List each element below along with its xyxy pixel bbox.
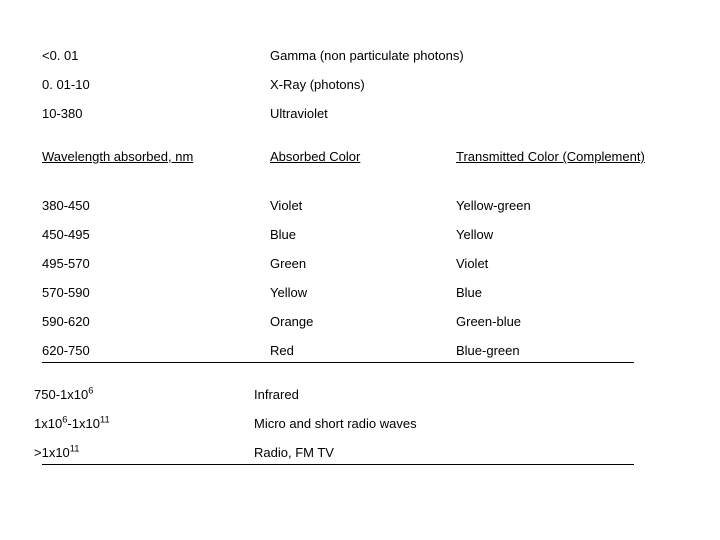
wavelength-range: 0. 01-10 bbox=[42, 77, 270, 92]
absorbed-color: Orange bbox=[270, 314, 456, 329]
divider-line bbox=[42, 464, 634, 465]
transmitted-color: Green-blue bbox=[456, 314, 678, 329]
absorbed-color: Green bbox=[270, 256, 456, 271]
absorbed-color: Violet bbox=[270, 198, 456, 213]
em-type: Micro and short radio waves bbox=[254, 416, 678, 431]
wavelength-range: >1x1011 bbox=[34, 445, 262, 460]
em-row: 750-1x106 Infrared bbox=[42, 387, 678, 402]
em-row: <0. 01 Gamma (non particulate photons) bbox=[42, 48, 678, 63]
wavelength-range: 620-750 bbox=[42, 343, 270, 358]
wavelength-range: <0. 01 bbox=[42, 48, 270, 63]
table-page: <0. 01 Gamma (non particulate photons) 0… bbox=[0, 0, 720, 465]
divider-line bbox=[42, 362, 634, 363]
wavelength-range: 750-1x106 bbox=[34, 387, 262, 402]
header-row: Wavelength absorbed, nm Absorbed Color T… bbox=[42, 149, 678, 164]
em-type: Infrared bbox=[254, 387, 678, 402]
em-type: Radio, FM TV bbox=[254, 445, 678, 460]
transmitted-color: Yellow bbox=[456, 227, 678, 242]
transmitted-color: Blue-green bbox=[456, 343, 678, 358]
color-row: 495-570 Green Violet bbox=[42, 256, 678, 271]
color-row: 570-590 Yellow Blue bbox=[42, 285, 678, 300]
color-row: 590-620 Orange Green-blue bbox=[42, 314, 678, 329]
em-type: Gamma (non particulate photons) bbox=[270, 48, 678, 63]
absorbed-color: Blue bbox=[270, 227, 456, 242]
wavelength-range: 495-570 bbox=[42, 256, 270, 271]
em-row: >1x1011 Radio, FM TV bbox=[42, 445, 678, 460]
em-row: 10-380 Ultraviolet bbox=[42, 106, 678, 121]
transmitted-color: Blue bbox=[456, 285, 678, 300]
wavelength-range: 1x106-1x1011 bbox=[34, 416, 262, 431]
color-row: 450-495 Blue Yellow bbox=[42, 227, 678, 242]
em-row: 1x106-1x1011 Micro and short radio waves bbox=[42, 416, 678, 431]
transmitted-color: Violet bbox=[456, 256, 678, 271]
color-row: 620-750 Red Blue-green bbox=[42, 343, 678, 358]
absorbed-color: Red bbox=[270, 343, 456, 358]
absorbed-color: Yellow bbox=[270, 285, 456, 300]
wavelength-range: 570-590 bbox=[42, 285, 270, 300]
header-transmitted: Transmitted Color (Complement) bbox=[456, 149, 678, 164]
em-row: 0. 01-10 X-Ray (photons) bbox=[42, 77, 678, 92]
transmitted-color: Yellow-green bbox=[456, 198, 678, 213]
wavelength-range: 380-450 bbox=[42, 198, 270, 213]
header-absorbed: Absorbed Color bbox=[270, 149, 456, 164]
header-wavelength: Wavelength absorbed, nm bbox=[42, 149, 270, 164]
wavelength-range: 590-620 bbox=[42, 314, 270, 329]
em-type: Ultraviolet bbox=[270, 106, 678, 121]
em-type: X-Ray (photons) bbox=[270, 77, 678, 92]
wavelength-range: 10-380 bbox=[42, 106, 270, 121]
wavelength-range: 450-495 bbox=[42, 227, 270, 242]
color-row: 380-450 Violet Yellow-green bbox=[42, 198, 678, 213]
